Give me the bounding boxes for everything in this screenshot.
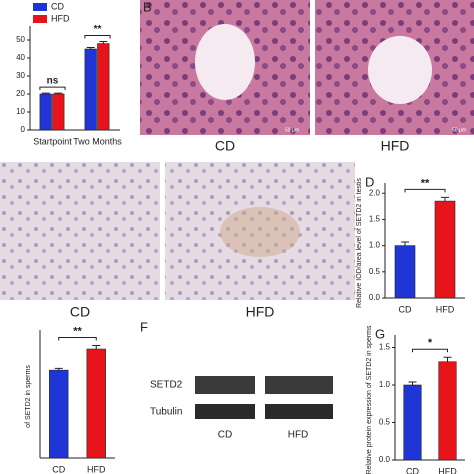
x-tick-label: Two Months — [73, 136, 122, 146]
panel-label: F — [140, 319, 148, 334]
y-tick-label: 10 — [16, 107, 25, 116]
x-tick-label: HFD — [436, 304, 455, 314]
bracket — [412, 348, 448, 353]
legend-label: CD — [51, 1, 64, 11]
bar — [438, 361, 457, 461]
he-images — [140, 0, 474, 135]
annotation: ** — [421, 177, 430, 189]
error-bar — [401, 241, 409, 246]
y-tick-label: 0.0 — [369, 293, 381, 302]
x-tick-label: CD — [52, 464, 65, 474]
error-bar — [54, 92, 63, 94]
y-tick-label: 40 — [16, 53, 25, 62]
y-tick-label: 1.5 — [369, 215, 381, 224]
y-label: Relative protein expression of SETD2 in … — [366, 325, 373, 474]
legend-swatch — [33, 15, 47, 23]
y-tick-label: 0 — [21, 125, 26, 134]
bar — [52, 93, 65, 131]
panel-label: D — [365, 174, 374, 189]
x-tick-label: CD — [399, 304, 412, 314]
annotation: ns — [47, 76, 59, 87]
ihc-images — [0, 162, 355, 300]
blot-row: Tubulin — [150, 407, 182, 418]
error-bar — [41, 92, 50, 94]
error-bar — [443, 356, 452, 362]
y-tick-label: 20 — [16, 89, 25, 98]
bracket — [39, 86, 66, 91]
y-tick-label: 0.5 — [379, 418, 391, 427]
bar — [49, 369, 69, 459]
blot-row: SETD2 — [150, 380, 183, 391]
error-bar — [92, 345, 101, 350]
y-tick-label: 0.0 — [379, 455, 391, 464]
y-tick-label: 0.5 — [369, 267, 381, 276]
bracket — [84, 34, 111, 39]
error-bar — [86, 47, 95, 49]
y-tick-label: 50 — [16, 35, 25, 44]
x-tick-label: Startpoint — [33, 136, 72, 146]
bar — [39, 93, 52, 131]
error-bar — [408, 381, 417, 385]
y-tick-label: 2.0 — [369, 188, 381, 197]
panel-label: B — [143, 0, 152, 14]
y-tick-label: 1.0 — [369, 241, 381, 250]
blot-group: HFD — [288, 430, 309, 441]
annotation: * — [428, 337, 433, 349]
bar — [394, 245, 416, 299]
bar — [434, 200, 456, 299]
error-bar — [441, 196, 449, 202]
legend-label: HFD — [51, 13, 70, 23]
error-bar — [99, 40, 108, 44]
bracket — [404, 188, 446, 193]
caption: HFD — [246, 304, 275, 320]
x-tick-label: CD — [406, 466, 419, 474]
x-tick-label: HFD — [87, 464, 106, 474]
annotation: ** — [73, 325, 82, 337]
bar — [86, 348, 106, 459]
x-tick-label: HFD — [438, 466, 457, 474]
y-label: of SETD2 in sperms — [25, 365, 32, 428]
bracket — [58, 337, 97, 341]
blot-group: CD — [218, 430, 232, 441]
annotation: ** — [94, 24, 102, 35]
y-tick-label: 30 — [16, 71, 25, 80]
caption: CD — [215, 138, 235, 154]
y-label: Relative IOD/area level of SETD2 in test… — [356, 178, 363, 308]
y-tick-label: 1.0 — [379, 380, 391, 389]
scale-bar: 50 μm — [452, 127, 466, 133]
bar — [403, 384, 422, 461]
bar — [97, 43, 110, 131]
scale-bar: 50 μm — [285, 127, 299, 133]
bar — [84, 48, 97, 131]
blot — [195, 376, 333, 419]
legend-swatch — [33, 3, 47, 11]
error-bar — [54, 367, 63, 371]
caption: HFD — [381, 138, 410, 154]
y-tick-label: 1.5 — [379, 343, 391, 352]
panel-label: G — [375, 326, 385, 341]
caption: CD — [70, 304, 90, 320]
